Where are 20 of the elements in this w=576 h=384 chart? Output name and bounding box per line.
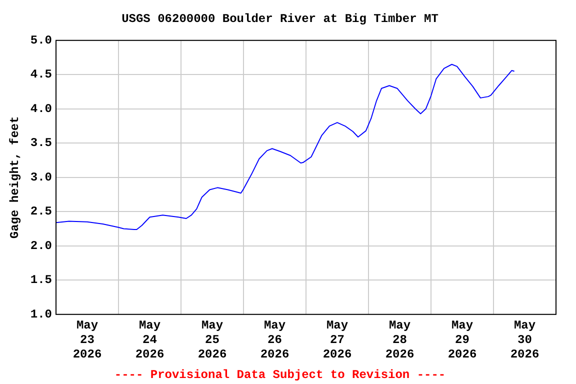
x-tick-label: May 29 2026 [448,318,477,362]
y-tick-label: 4.5 [30,68,52,82]
y-axis-title: Gage height, feet [8,116,22,239]
y-tick-label: 2.5 [30,204,52,219]
y-tick-label: 4.0 [30,102,52,116]
chart-title: USGS 06200000 Boulder River at Big Timber MT [122,12,438,26]
x-tick-label: May 25 2026 [198,318,227,362]
x-tick-label: May 27 2026 [322,318,352,362]
x-tick-label: May 23 2026 [72,318,102,362]
text: ---- Provisional Data Subject to Revision ---- [114,368,446,382]
x-tick-label: May 30 2026 [510,318,540,362]
x-tick-label: May 24 2026 [135,318,164,362]
x-tick-label: May 26 2026 [260,318,290,362]
y-tick-label: 1.0 [30,307,52,322]
y-tick-label: 1.5 [30,273,52,288]
y-tick-label: 3.0 [30,170,52,184]
y-tick-label: 2.0 [30,238,52,253]
y-tick-label: 3.5 [30,136,52,150]
y-tick-label: 5.0 [30,33,52,48]
x-tick-label: May 28 2026 [385,318,414,362]
